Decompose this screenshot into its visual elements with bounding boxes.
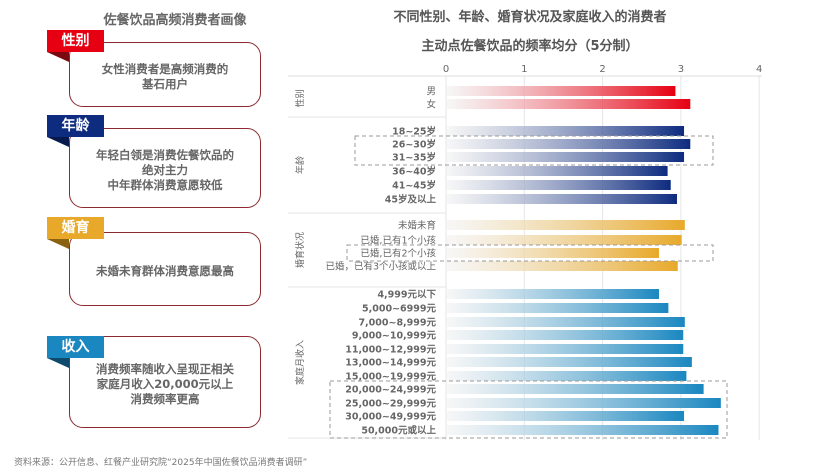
x-tick-label: 2 — [599, 64, 605, 75]
group-label: 年龄 — [294, 156, 306, 174]
card-text-1: 年轻白领是消费佐餐饮品的 绝对主力 中年群体消费意愿较低 — [69, 128, 261, 208]
group-label: 家庭月收入 — [294, 340, 306, 385]
bar — [446, 248, 659, 258]
bar — [446, 139, 691, 149]
card-tag-2: 婚育 — [47, 217, 104, 249]
bar — [446, 425, 719, 435]
category-label: 41~45岁 — [392, 180, 436, 192]
bar — [446, 86, 676, 96]
bar — [446, 235, 682, 245]
category-label: 13,000~14,999元 — [345, 358, 436, 369]
category-label: 25,000~29,999元 — [345, 399, 436, 410]
bar — [446, 99, 691, 109]
category-label: 女 — [426, 99, 436, 111]
chart-title-line-2: 主动点佐餐饮品的频率均分（5分制） — [421, 39, 639, 54]
bar — [446, 180, 671, 190]
card-tag-3: 收入 — [47, 336, 104, 368]
bar — [446, 330, 684, 340]
category-label: 26~30岁 — [392, 139, 436, 151]
category-label: 男 — [426, 87, 436, 98]
bar — [446, 289, 659, 299]
category-label: 31~35岁 — [392, 152, 436, 164]
bar — [446, 398, 721, 408]
group-label: 婚育状况 — [294, 232, 306, 268]
bar — [446, 317, 685, 327]
bar — [446, 384, 704, 394]
card-tag-0: 性别 — [47, 30, 104, 62]
x-tick-label: 0 — [443, 64, 449, 75]
card-text-3: 消费频率随收入呈现正相关 家庭月收入20,000元以上 消费频率更高 — [69, 336, 261, 428]
category-label: 18~25岁 — [392, 126, 436, 138]
category-label: 5,000~6999元 — [362, 304, 436, 315]
chart-title-line-1: 不同性别、年龄、婚育状况及家庭收入的消费者 — [393, 10, 667, 25]
bar — [446, 411, 685, 421]
highlight-box — [346, 244, 714, 262]
category-label: 36~40岁 — [392, 166, 436, 178]
card-text-0: 女性消费者是高频消费的 基石用户 — [69, 42, 261, 107]
highlight-box — [329, 380, 728, 439]
left-panel-title: 佐餐饮品高频消费者画像 — [103, 13, 247, 28]
bar — [446, 357, 692, 367]
category-label: 30,000~49,999元 — [345, 412, 436, 423]
category-label: 4,999元以下 — [377, 290, 436, 301]
category-label: 50,000元或以上 — [361, 425, 436, 437]
bar — [446, 194, 677, 204]
category-label: 11,000~12,999元 — [345, 345, 436, 356]
category-label: 已婚,已有1个小孩 — [360, 235, 436, 247]
source-note: 资料来源：公开信息、红餐产业研究院“2025年中国佐餐饮品消费者调研” — [14, 458, 308, 468]
category-label: 已婚,已有2个小孩 — [360, 248, 436, 260]
highlight-box — [354, 135, 714, 166]
group-label: 性别 — [294, 89, 306, 107]
category-label: 15,000~19,999元 — [345, 372, 436, 383]
bar — [446, 371, 687, 381]
bar — [446, 261, 678, 271]
card-tag-1: 年龄 — [47, 115, 104, 147]
bar — [446, 344, 684, 354]
category-label: 未婚未育 — [398, 220, 436, 232]
bar — [446, 126, 685, 136]
card-text-2: 未婚未育群体消费意愿最高 — [69, 232, 261, 306]
bar — [446, 220, 685, 230]
x-tick-label: 1 — [521, 64, 527, 75]
category-label: 已婚，已有3个小孩或以上 — [325, 261, 436, 273]
x-tick-label: 4 — [756, 64, 762, 75]
x-tick-label: 3 — [678, 64, 684, 75]
bar — [446, 303, 669, 313]
category-label: 45岁及以上 — [385, 194, 437, 206]
bar — [446, 166, 668, 176]
bar — [446, 152, 685, 162]
category-label: 7,000~8,999元 — [358, 318, 436, 329]
category-label: 20,000~24,999元 — [345, 385, 436, 396]
category-label: 9,000~10,999元 — [352, 331, 437, 342]
